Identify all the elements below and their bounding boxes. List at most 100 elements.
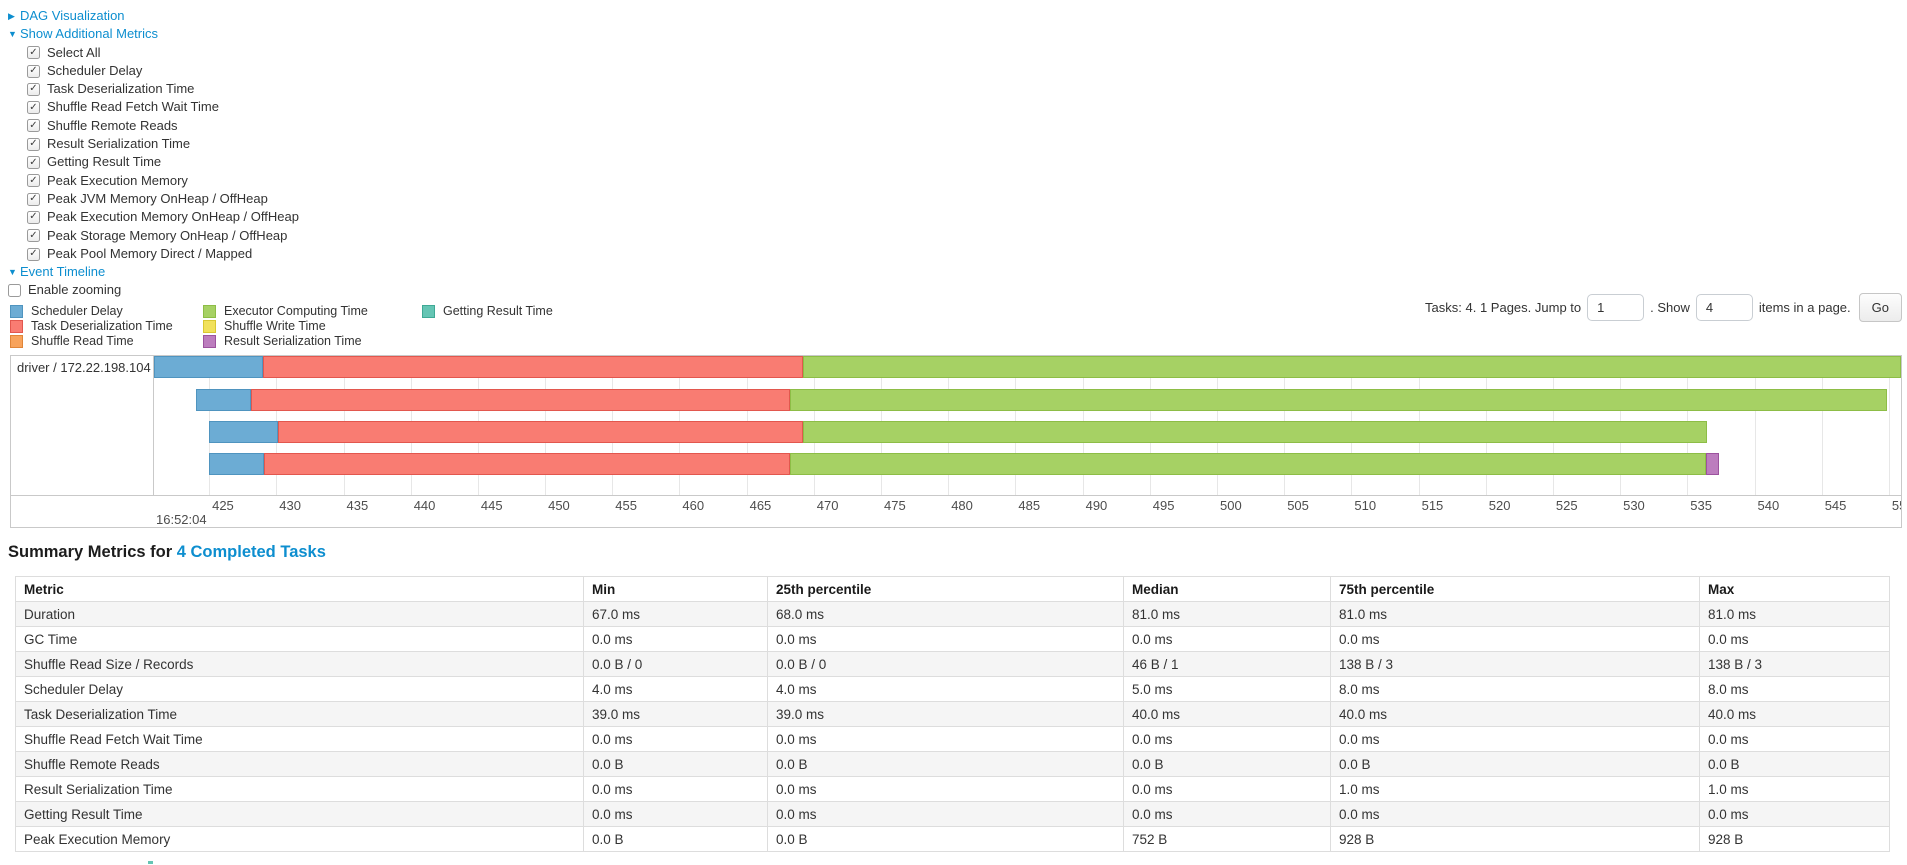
summary-table-row: Shuffle Read Fetch Wait Time 0.0 ms 0.0 ms… bbox=[15, 726, 1890, 752]
checkbox-checked-icon[interactable]: ✓ bbox=[27, 46, 40, 60]
axis-tick-label: 510 bbox=[1354, 498, 1377, 513]
task-bar-segment-executor_computing_time[interactable] bbox=[789, 389, 1888, 411]
axis-tick-label: 525 bbox=[1555, 498, 1578, 513]
checkbox-checked-icon[interactable]: ✓ bbox=[27, 64, 40, 78]
summary-value-cell: 4.0 ms bbox=[767, 676, 1124, 702]
metric-checkbox-label: Getting Result Time bbox=[47, 154, 162, 170]
axis-tick-label: 475 bbox=[884, 498, 906, 513]
axis-tick-label: 500 bbox=[1220, 498, 1242, 513]
checkbox-unchecked-icon[interactable] bbox=[8, 284, 21, 298]
checkbox-checked-icon[interactable]: ✓ bbox=[27, 210, 40, 224]
summary-table-row: Duration 67.0 ms 68.0 ms 81.0 ms 81.0 ms 81.0… bbox=[15, 601, 1890, 627]
dag-visualization-link[interactable]: DAG Visualization bbox=[20, 8, 125, 23]
checkbox-checked-icon[interactable]: ✓ bbox=[27, 82, 40, 96]
axis-tick-label: 460 bbox=[682, 498, 705, 513]
summary-value-cell: 928 B bbox=[1330, 826, 1700, 852]
completed-tasks-link[interactable]: 4 Completed Tasks bbox=[176, 543, 326, 561]
metric-checkbox-label: Select All bbox=[47, 44, 101, 60]
legend-swatch-shuffle_write_time bbox=[203, 319, 216, 333]
task-bar-segment-scheduler_delay[interactable] bbox=[209, 421, 278, 443]
task-bar-segment-executor_computing_time[interactable] bbox=[803, 356, 1901, 378]
summary-value-cell: 138 B / 3 bbox=[1330, 651, 1700, 677]
task-bar-segment-scheduler_delay[interactable] bbox=[209, 453, 265, 475]
axis-tick-label: 450 bbox=[548, 498, 570, 513]
metric-checkbox-label: Shuffle Read Fetch Wait Time bbox=[47, 99, 219, 115]
summary-value-cell: 0.0 B bbox=[1699, 751, 1890, 777]
summary-table-row: Getting Result Time 0.0 ms 0.0 ms 0.0 ms 0.0… bbox=[15, 801, 1890, 827]
legend-swatch-result_serialization_time bbox=[203, 334, 216, 348]
legend-item: Executor Computing Time bbox=[203, 304, 368, 319]
task-bar-segment-scheduler_delay[interactable] bbox=[154, 356, 263, 378]
dag-visualization-toggle[interactable]: ▶ DAG Visualization bbox=[8, 7, 299, 25]
checkbox-checked-icon[interactable]: ✓ bbox=[27, 119, 40, 133]
metric-checkbox-label: Shuffle Remote Reads bbox=[47, 117, 178, 133]
task-bar-segment-executor_computing_time[interactable] bbox=[803, 421, 1708, 443]
show-additional-metrics-toggle[interactable]: ▼ Show Additional Metrics bbox=[8, 25, 299, 43]
metric-checkbox-label: Scheduler Delay bbox=[47, 62, 143, 78]
checkbox-checked-icon[interactable]: ✓ bbox=[27, 174, 40, 188]
event-timeline-toggle[interactable]: ▼ Event Timeline bbox=[8, 263, 299, 281]
checkbox-checked-icon[interactable]: ✓ bbox=[27, 137, 40, 151]
legend-label: Getting Result Time bbox=[443, 304, 553, 319]
pagination-summary-text: Tasks: 4. 1 Pages. Jump to bbox=[1425, 300, 1582, 315]
event-timeline-link[interactable]: Event Timeline bbox=[20, 264, 106, 280]
axis-tick-label: 530 bbox=[1623, 498, 1645, 513]
checkbox-checked-icon[interactable]: ✓ bbox=[27, 156, 40, 170]
summary-metric-name-cell: GC Time bbox=[15, 626, 584, 652]
summary-table-header-row: Metric Min 25th percentile Median 75th perce… bbox=[15, 576, 1890, 602]
metric-checkbox-row: ✓ Getting Result Time bbox=[8, 153, 299, 171]
metric-checkbox-row: ✓ Shuffle Read Fetch Wait Time bbox=[8, 98, 299, 116]
legend-swatch-task_deserialization_time bbox=[10, 319, 23, 333]
task-bar-segment-task_deserialization_time[interactable] bbox=[277, 421, 803, 443]
summary-metric-name-cell: Getting Result Time bbox=[15, 801, 584, 827]
summary-value-cell: 928 B bbox=[1699, 826, 1890, 852]
summary-value-cell: 752 B bbox=[1123, 826, 1331, 852]
checkbox-checked-icon[interactable]: ✓ bbox=[27, 101, 40, 115]
event-timeline-chart: driver / 172.22.198.104 16:52:04 425 430 4… bbox=[10, 355, 1902, 528]
summary-metric-name-cell: Peak Execution Memory bbox=[15, 826, 584, 852]
metric-checkbox-label: Peak JVM Memory OnHeap / OffHeap bbox=[47, 190, 268, 206]
legend-label: Shuffle Write Time bbox=[224, 319, 326, 334]
summary-value-cell: 0.0 ms bbox=[583, 801, 768, 827]
legend-label: Task Deserialization Time bbox=[31, 319, 173, 334]
summary-value-cell: 4.0 ms bbox=[583, 676, 768, 702]
summary-metric-name-cell: Task Deserialization Time bbox=[15, 701, 584, 727]
timeline-axis: 16:52:04 425 430 435 440 445 450 455 460 465 470 4… bbox=[11, 495, 1901, 527]
checkbox-checked-icon[interactable]: ✓ bbox=[27, 229, 40, 243]
metric-checkbox-row: ✓ Scheduler Delay bbox=[8, 62, 299, 80]
legend-label: Shuffle Read Time bbox=[31, 334, 134, 349]
go-button[interactable]: Go bbox=[1858, 293, 1902, 322]
summary-table-row: GC Time 0.0 ms 0.0 ms 0.0 ms 0.0 ms 0.0 ms bbox=[15, 626, 1890, 652]
additional-metrics-checkbox-list: ✓ Select All ✓ Scheduler Delay ✓ Task Deseria… bbox=[8, 44, 299, 264]
show-additional-metrics-link[interactable]: Show Additional Metrics bbox=[20, 26, 159, 42]
metric-checkbox-row: ✓ Select All bbox=[8, 44, 299, 62]
checkbox-checked-icon[interactable]: ✓ bbox=[27, 192, 40, 206]
pagination-suffix-text: items in a page. bbox=[1758, 300, 1851, 315]
summary-value-cell: 0.0 ms bbox=[767, 801, 1124, 827]
checkbox-checked-icon[interactable]: ✓ bbox=[27, 247, 40, 261]
metric-checkbox-label: Peak Execution Memory bbox=[47, 172, 188, 188]
summary-value-cell: 0.0 ms bbox=[1123, 801, 1331, 827]
task-bar-segment-task_deserialization_time[interactable] bbox=[262, 356, 804, 378]
summary-table-row: Result Serialization Time 0.0 ms 0.0 ms 0.0… bbox=[15, 776, 1890, 802]
items-per-page-input[interactable] bbox=[1695, 294, 1753, 321]
summary-table-row: Shuffle Remote Reads 0.0 B 0.0 B 0.0 B 0.0 B… bbox=[15, 751, 1890, 777]
axis-tick-label: 435 bbox=[346, 498, 369, 513]
summary-value-cell: 0.0 ms bbox=[1330, 726, 1700, 752]
task-bar-segment-task_deserialization_time[interactable] bbox=[250, 389, 790, 411]
jump-to-page-input[interactable] bbox=[1587, 294, 1645, 321]
legend-item: Scheduler Delay bbox=[10, 304, 173, 319]
legend-column: Scheduler Delay Task Deserialization Time… bbox=[10, 304, 173, 349]
task-bar-segment-executor_computing_time[interactable] bbox=[789, 453, 1707, 475]
task-bar-segment-scheduler_delay[interactable] bbox=[195, 389, 251, 411]
task-bar-segment-result_serialization_time[interactable] bbox=[1706, 453, 1720, 475]
summary-metric-name-cell: Shuffle Read Fetch Wait Time bbox=[15, 726, 584, 752]
summary-value-cell: 39.0 ms bbox=[767, 701, 1124, 727]
task-bar-segment-task_deserialization_time[interactable] bbox=[264, 453, 790, 475]
metric-checkbox-row: ✓ Result Serialization Time bbox=[8, 135, 299, 153]
executor-group-label: driver / 172.22.198.104 bbox=[11, 356, 154, 495]
pagination-show-text: . Show bbox=[1650, 300, 1690, 315]
summary-column-header: 25th percentile bbox=[767, 576, 1124, 602]
summary-table-row: Task Deserialization Time 39.0 ms 39.0 ms 4… bbox=[15, 701, 1890, 727]
summary-value-cell: 40.0 ms bbox=[1699, 701, 1890, 727]
